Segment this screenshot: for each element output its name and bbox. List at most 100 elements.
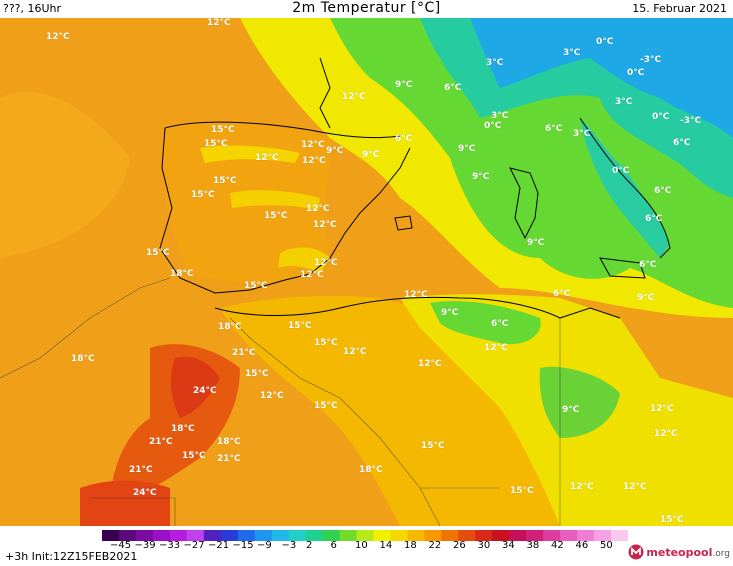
scale-swatch [577,530,595,541]
scale-swatch [458,530,476,541]
scale-swatch [339,530,358,541]
scale-tick-label: 2 [306,540,313,551]
scale-tick-label: −27 [183,540,205,551]
scale-tick-label: 46 [575,540,589,551]
temperature-label: 6°C [553,289,571,299]
scale-swatch [169,530,188,541]
temperature-label: 24°C [193,386,217,396]
scale-tick-label: 50 [600,540,613,551]
temperature-label: 12°C [343,347,367,357]
scale-tick-label: 30 [477,540,491,551]
temperature-label: -3°C [640,55,662,65]
temperature-label: 15°C [314,338,338,348]
temperature-label: 9°C [637,293,655,303]
scale-tick-label: −3 [281,540,297,551]
scale-swatch [407,530,425,541]
scale-tick-label: 34 [502,540,515,551]
temperature-label: 15°C [314,401,338,411]
temperature-label: 21°C [232,348,256,358]
scale-tick-label: 10 [355,540,368,551]
header: ???, 16Uhr 2m Temperatur [°C] 15. Februa… [0,0,733,18]
scale-tick-label: 38 [526,540,540,551]
temperature-label: 15°C [264,211,288,221]
temperature-label: 9°C [472,172,490,182]
scale-tick-label: 14 [379,540,393,551]
temperature-label: 18°C [218,322,242,332]
scale-swatch [271,530,290,541]
temperature-label: 18°C [71,354,95,364]
temperature-label: 0°C [627,68,645,78]
scale-swatch [220,530,239,541]
scale-tick-label: −39 [134,540,156,551]
scale-swatch [288,530,307,541]
init-time: +3h Init:12Z15FEB2021 [5,550,138,563]
scale-swatch [526,530,544,541]
scale-swatch [118,530,137,541]
temperature-label: 0°C [484,121,502,131]
temperature-label: 12°C [300,270,324,280]
temperature-label: 9°C [326,146,344,156]
temperature-label: 15°C [182,451,206,461]
footer: −45 −39 −33 −27 −21 −15 −9 −3 2 6 10 14 18 22 26 30 34 38… [0,526,733,566]
scale-swatch [509,530,527,541]
temperature-label: 6°C [395,134,413,144]
temperature-label: 15°C [245,369,269,379]
temperature-label: 3°C [615,97,633,107]
scale-swatch [356,530,374,541]
temperature-label: 12°C [623,482,647,492]
temperature-field [0,18,733,526]
temperature-label: 0°C [652,112,670,122]
scale-tick-label: −33 [159,540,181,551]
scale-tick-label: −15 [232,540,254,551]
temperature-label: 15°C [146,248,170,258]
temperature-label: 18°C [359,465,383,475]
run-time-label: ???, 16Uhr [3,2,62,15]
temperature-label: 3°C [486,58,504,68]
temperature-label: 6°C [639,260,657,270]
temperature-label: 15°C [660,515,684,525]
temperature-label: 0°C [596,37,614,47]
temperature-label: 21°C [149,437,173,447]
temperature-label: 12°C [418,359,442,369]
temperature-label: 3°C [491,111,509,121]
temperature-label: 12°C [404,290,428,300]
temperature-label: 0°C [612,166,630,176]
scale-swatch [424,530,442,541]
scale-tick-label: −21 [208,540,230,551]
scale-swatch [102,530,120,541]
temperature-label: 6°C [444,83,462,93]
temperature-label: -3°C [680,116,702,126]
temperature-label: 18°C [171,424,195,434]
temperature-label: 6°C [654,186,672,196]
map-title: 2m Temperatur [°C] [292,0,441,16]
scale-tick-label: 26 [453,540,466,551]
scale-tick-label: 6 [330,540,337,551]
temperature-label: 9°C [562,405,580,415]
temperature-label: 12°C [342,92,366,102]
scale-swatch [373,530,391,541]
temperature-label: 18°C [170,269,194,279]
scale-swatch [492,530,510,541]
scale-swatch [305,530,324,541]
temperature-label: 9°C [441,308,459,318]
temperature-label: 15°C [244,281,268,291]
scale-tick-label: 42 [551,540,564,551]
temperature-label: 12°C [313,220,337,230]
logo-name: meteopool [646,545,713,559]
temperature-label: 12°C [46,32,70,42]
logo[interactable]: meteopool.org [628,544,730,560]
temperature-label: 21°C [217,454,241,464]
temperature-label: 15°C [421,441,445,451]
logo-tld: .org [712,548,730,559]
scale-swatch [441,530,459,541]
color-scale-bar [102,530,628,541]
temperature-label: 12°C [301,140,325,150]
temperature-label: 12°C [484,343,508,353]
temperature-label: 15°C [510,486,534,496]
scale-tick-label: −45 [110,540,132,551]
scale-tick-label: −9 [257,540,272,551]
temperature-label: 6°C [545,124,563,134]
temperature-label: 12°C [255,153,279,163]
temperature-label: 9°C [395,80,413,90]
temperature-label: 9°C [362,150,380,160]
